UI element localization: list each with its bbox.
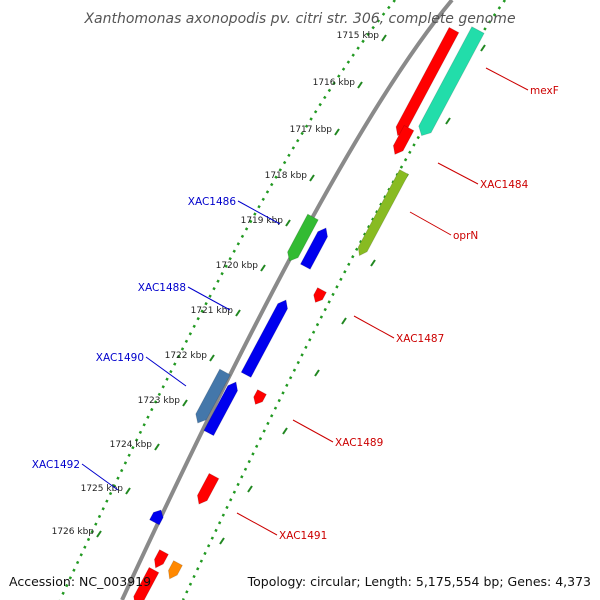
tick-label: 1716 kbp	[313, 78, 356, 88]
gene-feature-XAC1484[interactable]	[392, 124, 415, 155]
gene-label-XAC1489[interactable]: XAC1489	[335, 437, 383, 449]
label-leader	[145, 356, 187, 387]
gene-label-XAC1486[interactable]: XAC1486	[188, 196, 237, 208]
tick-mark	[381, 34, 387, 42]
minor-tick	[341, 317, 347, 325]
minor-tick	[282, 427, 288, 435]
minor-tick	[219, 537, 225, 545]
gene-label-XAC1490[interactable]: XAC1490	[96, 352, 144, 364]
tick-mark	[96, 530, 102, 538]
gene-label-XAC1484[interactable]: XAC1484	[480, 179, 529, 191]
features	[133, 26, 485, 600]
ticks: 1715 kbp 1716 kbp 1717 kbp 1718 kbp 1719 kbp…	[52, 31, 486, 545]
tick-label: 1717 kbp	[290, 125, 333, 135]
label-leader	[485, 67, 529, 91]
gene-label-XAC1487[interactable]: XAC1487	[396, 333, 444, 345]
backbone-line	[120, 0, 454, 600]
minor-tick	[480, 44, 486, 52]
gene-feature-XAC1490-partner[interactable]	[203, 381, 238, 437]
label-leader	[353, 315, 395, 339]
tick-mark	[309, 174, 315, 182]
tick-mark	[125, 487, 131, 495]
gene-feature-XAC1488[interactable]	[240, 299, 288, 378]
gene-label-oprN[interactable]: oprN	[453, 230, 478, 242]
label-leader	[81, 463, 119, 491]
minor-tick	[314, 369, 320, 377]
map-title: Xanthomonas axonopodis pv. citri str. 30…	[83, 11, 515, 27]
gene-feature-fwd-gene-bottom-2[interactable]	[133, 566, 160, 600]
tick-label: 1719 kbp	[241, 216, 284, 226]
tick-mark	[260, 264, 266, 272]
label-leader	[236, 512, 278, 536]
tick-mark	[357, 81, 363, 89]
label-leader	[409, 211, 452, 236]
gene-feature-mexF[interactable]	[418, 26, 485, 137]
genome-backbone	[120, 0, 454, 600]
gene-feature-XAC1486-partner[interactable]	[299, 227, 328, 270]
gene-feature-XAC1487[interactable]	[313, 287, 327, 303]
tick-label: 1721 kbp	[191, 306, 234, 316]
tick-label: 1722 kbp	[165, 351, 208, 361]
label-leader	[187, 286, 231, 311]
gene-label-XAC1492[interactable]: XAC1492	[32, 459, 80, 471]
gene-feature-oprN[interactable]	[357, 169, 409, 257]
dotted-guide-inner	[181, 0, 507, 600]
tick-label: 1726 kbp	[52, 527, 95, 537]
gene-feature-XAC1491[interactable]	[196, 472, 220, 505]
tick-mark	[235, 309, 241, 317]
dotted-guide-outer	[58, 0, 396, 600]
gene-feature-XAC1489[interactable]	[253, 389, 267, 405]
gene-label-XAC1488[interactable]: XAC1488	[138, 282, 186, 294]
label-leader	[437, 162, 479, 185]
tick-label: 1725 kbp	[81, 484, 124, 494]
gene-feature-XAC1486[interactable]	[287, 213, 319, 262]
tick-label: 1715 kbp	[337, 31, 380, 41]
gene-feature-fwd-gene-bottom[interactable]	[154, 549, 169, 569]
tick-mark	[334, 128, 340, 136]
tick-mark	[209, 354, 215, 362]
tick-mark	[182, 399, 188, 407]
minor-tick	[370, 259, 376, 267]
tick-label: 1724 kbp	[110, 440, 153, 450]
gene-feature-XAC1492[interactable]	[149, 509, 164, 526]
labels: mexF XAC1484 oprN XAC1487 XAC1489 XAC1491 XAC1…	[32, 67, 559, 542]
label-leader	[292, 419, 334, 443]
accession-text: Accession: NC_003919	[9, 574, 151, 589]
tick-label: 1720 kbp	[216, 261, 259, 271]
tick-mark	[285, 219, 291, 227]
label-leader	[237, 200, 281, 225]
minor-tick	[247, 485, 253, 493]
gene-feature-fwd-gene-top[interactable]	[395, 26, 460, 137]
tick-mark	[154, 443, 160, 451]
gene-feature-orange-gene[interactable]	[168, 560, 183, 580]
gene-feature-XAC1490[interactable]	[195, 368, 231, 424]
gene-label-XAC1491[interactable]: XAC1491	[279, 530, 327, 542]
tick-label: 1718 kbp	[265, 171, 308, 181]
gene-label-mexF[interactable]: mexF	[530, 85, 559, 97]
genome-summary-text: Topology: circular; Length: 5,175,554 bp…	[247, 574, 591, 589]
tick-label: 1723 kbp	[138, 396, 181, 406]
minor-tick	[445, 117, 451, 125]
